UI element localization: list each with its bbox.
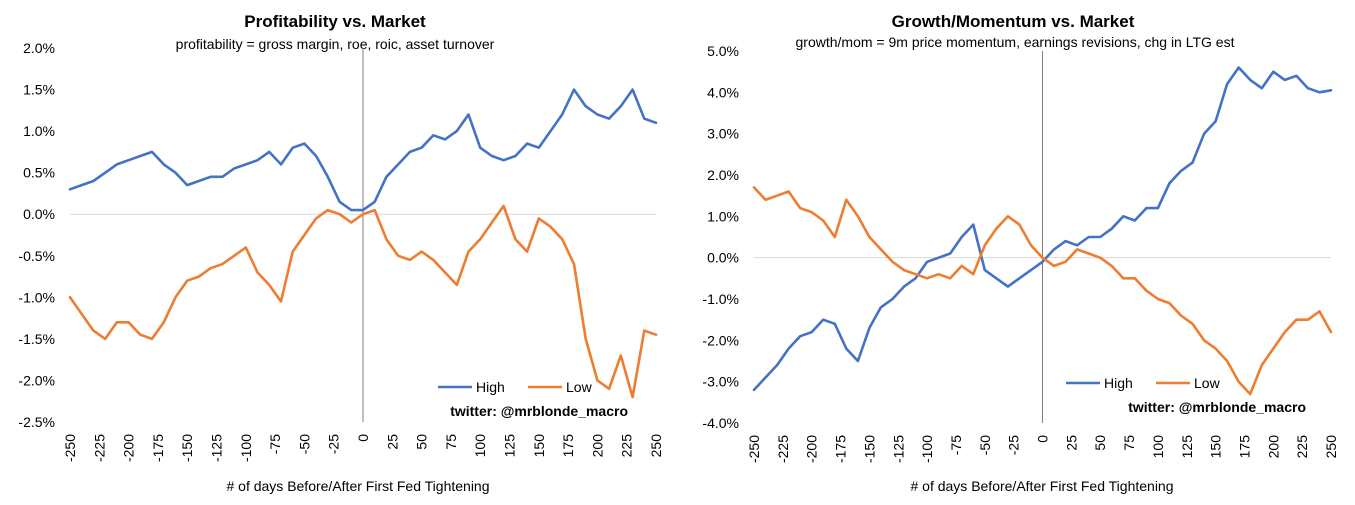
x-tick-label: 100	[472, 434, 488, 458]
chart-title: Profitability vs. Market	[244, 12, 426, 31]
chart-subtitle: growth/mom = 9m price momentum, earnings…	[796, 34, 1235, 50]
x-tick-label: -100	[238, 434, 254, 462]
x-tick-label: 50	[414, 434, 430, 450]
x-tick-label: -150	[861, 435, 877, 463]
y-tick-label: -2.0%	[702, 332, 739, 348]
x-tick-label: -125	[209, 434, 225, 462]
x-tick-label: 0	[1035, 435, 1051, 443]
x-tick-label: 200	[1265, 435, 1281, 459]
y-tick-label: 0.0%	[23, 206, 55, 222]
chart-subtitle: profitability = gross margin, roe, roic,…	[176, 36, 495, 52]
y-tick-label: 3.0%	[707, 126, 739, 142]
y-tick-label: 2.0%	[707, 167, 739, 183]
legend-label-high: High	[1104, 375, 1133, 391]
x-tick-label: 225	[1294, 435, 1310, 459]
x-tick-label: -225	[91, 434, 107, 462]
y-tick-label: -1.0%	[18, 289, 55, 305]
series-line-high	[752, 66, 1333, 392]
x-tick-label: -125	[890, 435, 906, 463]
x-tick-label: -200	[804, 435, 820, 463]
x-tick-label: -175	[150, 434, 166, 462]
series-line-low	[752, 186, 1333, 396]
x-tick-label: 0	[355, 434, 371, 442]
chart-title: Growth/Momentum vs. Market	[892, 12, 1135, 31]
x-tick-label: 200	[589, 434, 605, 458]
y-tick-label: 5.0%	[707, 43, 739, 59]
x-tick-label: 25	[384, 434, 400, 450]
x-tick-label: -75	[948, 435, 964, 455]
y-tick-label: 0.5%	[23, 165, 55, 181]
x-tick-label: 125	[502, 434, 518, 458]
x-tick-label: -50	[977, 435, 993, 455]
x-axis-label: # of days Before/After First Fed Tighten…	[226, 478, 489, 494]
x-tick-label: -25	[1006, 435, 1022, 455]
x-tick-label: 75	[1121, 435, 1137, 451]
y-tick-label: -0.5%	[18, 248, 55, 264]
twitter-credit: twitter: @mrblonde_macro	[1128, 399, 1306, 415]
x-tick-label: 150	[1208, 435, 1224, 459]
x-axis-label: # of days Before/After First Fed Tighten…	[910, 478, 1173, 494]
chart-growth-momentum: Growth/Momentum vs. Market growth/mom = …	[702, 12, 1339, 494]
x-tick-label: 175	[1236, 435, 1252, 459]
x-tick-label: -150	[179, 434, 195, 462]
y-tick-label: -1.5%	[18, 331, 55, 347]
y-tick-label: 2.0%	[23, 40, 55, 56]
x-tick-label: -75	[267, 434, 283, 454]
x-tick-label: 225	[619, 434, 635, 458]
x-tick-label: 75	[443, 434, 459, 450]
x-tick-label: -175	[833, 435, 849, 463]
y-tick-label: 1.5%	[23, 82, 55, 98]
y-tick-label: 0.0%	[707, 250, 739, 266]
x-tick-label: 250	[648, 434, 664, 458]
chart-profitability: Profitability vs. Market profitability =…	[18, 12, 664, 494]
x-tick-label: 125	[1179, 435, 1195, 459]
y-tick-label: -2.0%	[18, 372, 55, 388]
y-tick-label: 1.0%	[23, 123, 55, 139]
series-line-high	[68, 88, 658, 212]
x-tick-label: 25	[1063, 435, 1079, 451]
legend-label-low: Low	[566, 379, 593, 395]
x-tick-label: 175	[560, 434, 576, 458]
series-line-low	[68, 204, 658, 399]
x-tick-label: 150	[531, 434, 547, 458]
x-tick-label: -225	[775, 435, 791, 463]
y-tick-label: -2.5%	[18, 414, 55, 430]
y-tick-label: 1.0%	[707, 208, 739, 224]
twitter-credit: twitter: @mrblonde_macro	[450, 403, 628, 419]
x-tick-label: -200	[121, 434, 137, 462]
x-tick-label: -100	[919, 435, 935, 463]
y-tick-label: 4.0%	[707, 84, 739, 100]
x-tick-label: -25	[326, 434, 342, 454]
x-tick-label: -250	[62, 434, 78, 462]
y-tick-label: -4.0%	[702, 415, 739, 431]
legend-label-high: High	[476, 379, 505, 395]
y-tick-label: -3.0%	[702, 374, 739, 390]
legend-label-low: Low	[1194, 375, 1221, 391]
x-tick-label: -250	[746, 435, 762, 463]
x-tick-label: -50	[296, 434, 312, 454]
y-tick-label: -1.0%	[702, 291, 739, 307]
x-tick-label: 50	[1092, 435, 1108, 451]
x-tick-label: 100	[1150, 435, 1166, 459]
x-tick-label: 250	[1323, 435, 1339, 459]
